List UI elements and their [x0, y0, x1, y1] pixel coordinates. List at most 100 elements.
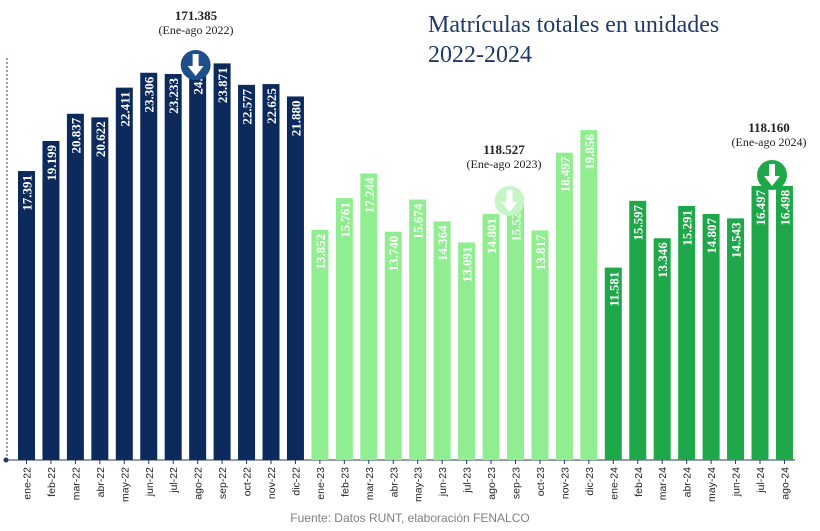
x-tick-label: sep-23 [511, 467, 523, 499]
bar-sep-22 [213, 63, 231, 461]
x-tick-label: ago-24 [779, 467, 791, 500]
x-tick-label: mar-23 [364, 467, 376, 500]
x-tick-label: abr-23 [388, 467, 400, 498]
x-tick-label: ago-23 [486, 467, 498, 500]
down-arrow-icon-2022 [180, 50, 211, 80]
x-tick-label: jun-23 [437, 467, 449, 497]
bar-jun-23 [433, 221, 451, 460]
bar-value-label: 23.306 [142, 76, 157, 112]
x-tick-label: jul-24 [755, 467, 767, 494]
down-arrow-icon-2024 [757, 160, 787, 190]
bar-may-24 [702, 213, 720, 460]
annotation-2023: 118.527 (Ene-ago 2023) [434, 142, 574, 171]
bar-jun-22 [140, 72, 158, 461]
bar-sep-23 [507, 202, 524, 461]
bar-oct-23 [531, 230, 549, 460]
bar-value-label: 13.740 [386, 236, 401, 272]
bar-value-label: 15.761 [337, 202, 352, 238]
annotation-2022: 171.385 (Ene-ago 2022) [126, 8, 266, 37]
x-tick-label: mar-22 [70, 467, 82, 500]
down-arrow-icon-2024-shape [764, 164, 780, 186]
bar-value-label: 18.497 [557, 156, 572, 192]
bar-value-label: 11.581 [606, 272, 621, 307]
x-tick-label: abr-22 [95, 467, 107, 498]
bar-value-label: 17.244 [362, 177, 377, 213]
x-tick-label: jun-24 [731, 467, 743, 497]
bar-value-label: 16.498 [777, 189, 792, 225]
bar-nov-22 [262, 84, 280, 461]
bar-may-23 [409, 199, 427, 460]
x-tick-label: jun-22 [144, 467, 156, 497]
axis-origin-dot [3, 457, 9, 463]
bar-feb-24 [629, 200, 647, 460]
annotation-2024-label: (Ene-ago 2024) [731, 135, 807, 149]
bar-ago-23 [482, 214, 500, 460]
x-tick-label: dic-22 [290, 467, 302, 496]
x-tick-label: ene-23 [315, 467, 327, 500]
bar-ago-22 [189, 54, 207, 460]
bar-feb-22 [42, 141, 60, 461]
annotation-2022-label: (Ene-ago 2022) [158, 23, 234, 37]
bar-value-label: 19.199 [44, 145, 59, 181]
bar-feb-23 [335, 198, 353, 460]
annotation-2024: 118.160 (Ene-ago 2024) [699, 120, 820, 149]
bar-jul-23 [458, 242, 476, 460]
chart-title-line1: Matrículas totales en unidades [428, 12, 720, 38]
bar-jul-24 [751, 185, 769, 460]
bar-mar-24 [653, 238, 671, 460]
x-tick-label: may-22 [119, 467, 131, 502]
bar-value-label: 13.817 [533, 234, 548, 270]
x-tick-label: feb-24 [633, 467, 645, 497]
x-tick-label: oct-23 [535, 467, 547, 496]
bar-dic-22 [286, 96, 304, 460]
bar-ene-22 [18, 171, 35, 460]
x-tick-label: abr-24 [682, 467, 694, 498]
bar-mar-22 [66, 113, 84, 461]
bar-nov-23 [555, 152, 573, 461]
x-tick-label: sep-22 [217, 467, 229, 499]
source-note: Fuente: Datos RUNT, elaboración FENALCO [290, 511, 530, 525]
x-tick-label: ene-22 [22, 467, 34, 500]
bar-abr-22 [91, 117, 109, 460]
chart-title: Matrículas totales en unidades 2022-2024 [428, 10, 719, 70]
chart-title-line2: 2022-2024 [428, 42, 532, 68]
bar-abr-24 [678, 205, 696, 460]
bar-value-label: 22.577 [240, 88, 255, 124]
bar-value-label: 19.856 [582, 134, 597, 170]
bar-value-label: 13.091 [460, 246, 475, 282]
bar-ene-24 [604, 267, 622, 460]
x-tick-label: ene-24 [608, 467, 620, 500]
bar-value-label: 16.497 [753, 189, 768, 225]
bar-value-label: 22.411 [117, 92, 132, 127]
x-tick-label: feb-22 [46, 467, 58, 497]
bar-value-label: 15.291 [680, 210, 695, 246]
x-tick-label: jul-22 [168, 467, 180, 494]
bar-value-label: 23.871 [215, 67, 230, 103]
bar-may-22 [115, 87, 133, 460]
bar-value-label: 21.880 [288, 100, 303, 136]
bar-oct-22 [238, 84, 256, 461]
x-tick-label: may-23 [413, 467, 425, 502]
bar-value-label: 20.837 [68, 117, 83, 153]
bar-value-label: 13.852 [313, 234, 328, 270]
down-arrow-icon-2023-shape [501, 190, 518, 212]
bar-value-label: 14.543 [729, 222, 744, 258]
bar-value-label: 22.625 [264, 88, 279, 124]
bar-value-label: 14.807 [704, 217, 719, 253]
bar-dic-23 [580, 130, 598, 460]
bar-value-label: 13.346 [655, 242, 670, 278]
bar-value-label: 15.597 [631, 204, 646, 240]
bar-ago-24 [775, 185, 793, 460]
bar-jun-24 [727, 218, 745, 460]
x-tick-label: ago-22 [193, 467, 205, 500]
annotation-2024-value: 118.160 [748, 120, 790, 135]
x-tick-label: may-24 [706, 467, 718, 502]
x-tick-label: nov-22 [266, 467, 278, 499]
down-arrow-icon-2023 [494, 186, 525, 216]
bar-abr-23 [384, 231, 402, 460]
x-tick-label: mar-24 [657, 467, 669, 500]
bar-value-label: 23.233 [166, 77, 181, 113]
bar-mar-23 [360, 173, 378, 460]
x-tick-label: nov-23 [559, 467, 571, 499]
